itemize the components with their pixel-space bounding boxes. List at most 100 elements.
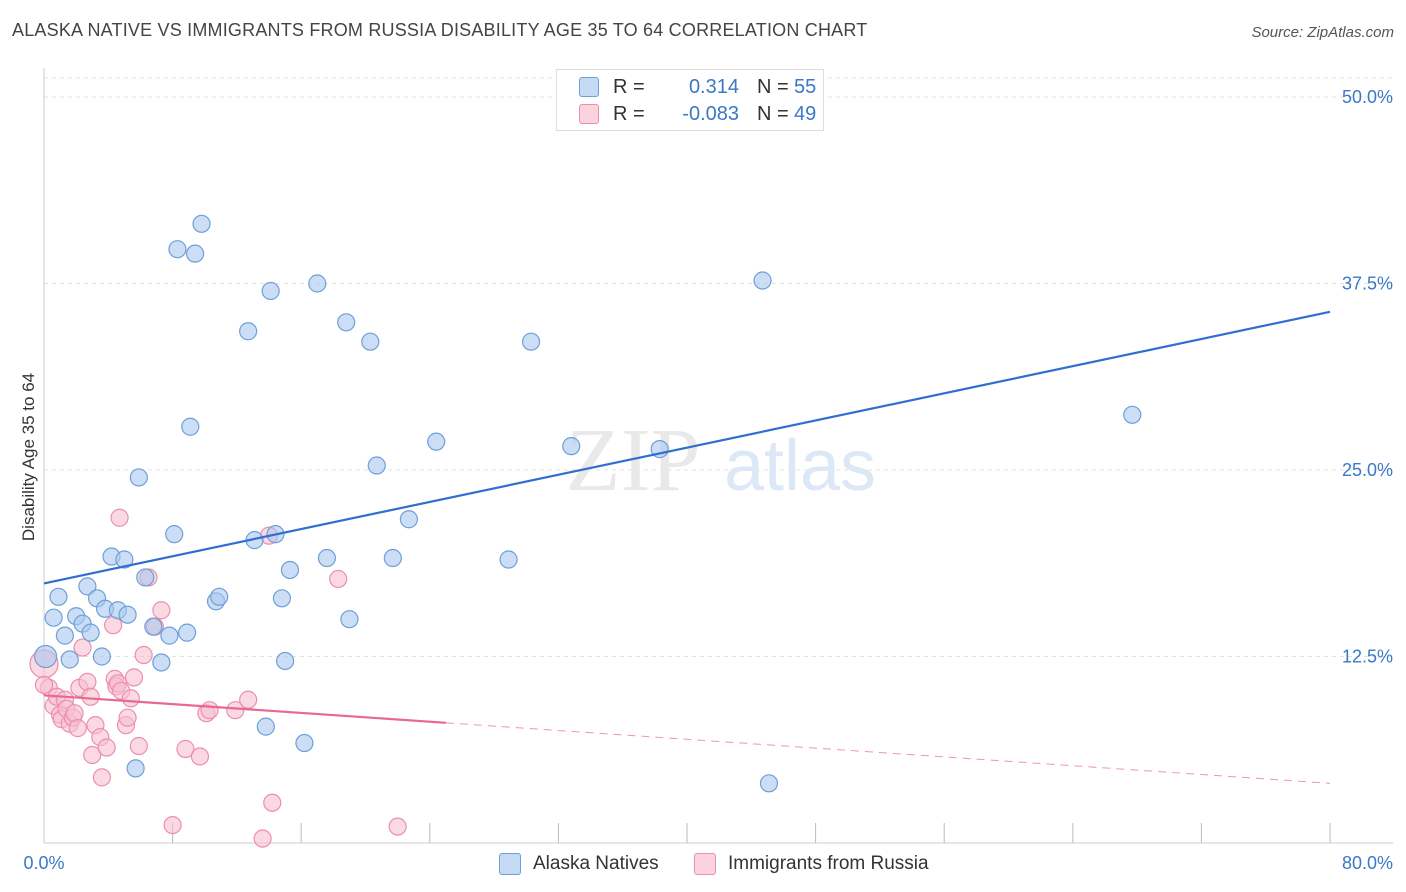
alaska-native-point bbox=[210, 587, 229, 606]
legend-swatch-pink bbox=[694, 853, 716, 875]
watermark: ZIP atlas bbox=[566, 411, 877, 510]
russia-immigrant-point bbox=[200, 701, 219, 720]
legend-r-value: 0.314 bbox=[688, 76, 739, 98]
axes-layer bbox=[43, 68, 1393, 844]
alaska-native-point bbox=[44, 608, 63, 627]
russia-immigrant-point bbox=[329, 569, 348, 589]
legend-swatch-blue bbox=[579, 77, 599, 97]
russia-immigrant-point bbox=[163, 815, 182, 835]
alaska-native-point bbox=[753, 271, 772, 290]
alaska-native-point bbox=[272, 589, 292, 608]
alaska-native-point bbox=[308, 274, 327, 293]
russia-immigrant-point bbox=[129, 736, 148, 756]
legend-r-value: -0.083 bbox=[682, 103, 739, 125]
alaska-native-point bbox=[186, 244, 205, 263]
russia-immigrant-point bbox=[110, 508, 129, 527]
alaska-native-point bbox=[562, 437, 581, 456]
watermark-zip: ZIP bbox=[566, 411, 701, 510]
alaska-native-point bbox=[399, 510, 419, 529]
russia-immigrant-point bbox=[176, 739, 195, 759]
alaska-native-point bbox=[427, 432, 446, 451]
alaska-native-point bbox=[337, 313, 356, 332]
alaska-native-point bbox=[499, 550, 518, 569]
trend-line-alaska-natives bbox=[43, 310, 1331, 585]
correlation-legend: R = 0.314 N = 55 R = -0.083 N = 49 bbox=[556, 69, 824, 131]
russia-immigrant-point bbox=[68, 719, 87, 738]
russia-immigrant-point bbox=[134, 645, 153, 665]
alaska-native-point bbox=[136, 568, 155, 587]
immigrants-from-russia-points bbox=[29, 508, 407, 848]
russia-immigrant-point bbox=[226, 701, 245, 720]
legend-swatch-blue bbox=[499, 853, 521, 875]
legend-series-name: Immigrants from Russia bbox=[728, 853, 929, 874]
alaska-native-point bbox=[181, 417, 200, 436]
y-tick-label: 12.5% bbox=[1342, 647, 1393, 667]
legend-series-name: Alaska Natives bbox=[533, 853, 659, 874]
legend-r-label: R = bbox=[613, 103, 645, 125]
alaska-native-point bbox=[168, 240, 187, 259]
russia-immigrant-point bbox=[388, 817, 407, 836]
russia-immigrant-point bbox=[78, 672, 97, 691]
alaska-native-point bbox=[361, 332, 380, 351]
y-tick-label: 37.5% bbox=[1342, 274, 1393, 294]
alaska-native-point bbox=[177, 623, 197, 642]
russia-immigrant-point bbox=[92, 768, 111, 787]
chart-title: ALASKA NATIVE VS IMMIGRANTS FROM RUSSIA … bbox=[12, 20, 868, 40]
russia-immigrant-point bbox=[239, 690, 258, 709]
alaska-native-point bbox=[239, 322, 258, 341]
russia-immigrant-point bbox=[190, 747, 210, 766]
legend-n-value: 55 bbox=[794, 76, 817, 98]
alaska-native-point bbox=[261, 281, 280, 301]
alaska-native-point bbox=[129, 468, 148, 487]
alaska-native-point bbox=[144, 617, 163, 636]
legend-n-value: 49 bbox=[794, 103, 817, 125]
russia-immigrant-point bbox=[65, 704, 84, 723]
alaska-native-point bbox=[295, 733, 314, 753]
legend-n-label: N = bbox=[757, 103, 789, 125]
russia-immigrant-point bbox=[73, 638, 92, 657]
x-tick-label: 80.0% bbox=[1342, 853, 1393, 873]
alaska-native-point bbox=[340, 610, 359, 629]
tick-labels: 12.5% 25.0% 37.5% 50.0% 0.0% 80.0% bbox=[23, 87, 1393, 873]
russia-immigrant-point bbox=[81, 687, 100, 706]
watermark-atlas: atlas bbox=[724, 426, 876, 506]
alaska-native-point bbox=[81, 623, 100, 642]
alaska-native-point bbox=[78, 577, 97, 596]
grid-layer bbox=[44, 77, 1393, 657]
russia-immigrant-point bbox=[253, 829, 272, 848]
russia-immigrant-point bbox=[152, 601, 171, 620]
russia-immigrant-point bbox=[97, 738, 116, 757]
alaska-native-point bbox=[165, 525, 184, 544]
trend-line-extrapolated bbox=[445, 722, 1331, 784]
alaska-native-point bbox=[118, 605, 137, 624]
alaska-native-point bbox=[192, 214, 211, 233]
alaska-native-point bbox=[34, 644, 58, 669]
russia-immigrant-point bbox=[124, 668, 144, 687]
trend-line-immigrants-from-russia bbox=[43, 694, 446, 724]
russia-immigrant-point bbox=[118, 708, 137, 727]
alaska-native-point bbox=[160, 626, 179, 645]
legend-swatch-pink bbox=[579, 104, 599, 124]
russia-immigrant-point bbox=[34, 675, 54, 694]
y-tick-label: 50.0% bbox=[1342, 87, 1393, 107]
alaska-native-point bbox=[55, 626, 74, 645]
alaska-native-point bbox=[115, 550, 134, 569]
legend-r-label: R = bbox=[613, 76, 645, 98]
alaska-native-point bbox=[367, 456, 386, 475]
russia-immigrant-point bbox=[121, 689, 140, 708]
alaska-native-point bbox=[383, 548, 402, 568]
alaska-native-point bbox=[256, 717, 275, 736]
alaska-native-point bbox=[276, 651, 295, 671]
alaska-native-point bbox=[280, 560, 300, 580]
alaska-native-point bbox=[1123, 405, 1142, 424]
y-axis-label: Disability Age 35 to 64 bbox=[19, 372, 38, 542]
alaska-native-point bbox=[152, 653, 171, 672]
alaska-native-point bbox=[317, 548, 337, 568]
alaska-native-point bbox=[92, 647, 111, 666]
alaska-native-point bbox=[126, 759, 145, 778]
legend-n-label: N = bbox=[757, 76, 789, 98]
alaska-native-point bbox=[60, 650, 79, 669]
trend-lines bbox=[43, 310, 1331, 784]
russia-immigrant-point bbox=[83, 745, 102, 765]
